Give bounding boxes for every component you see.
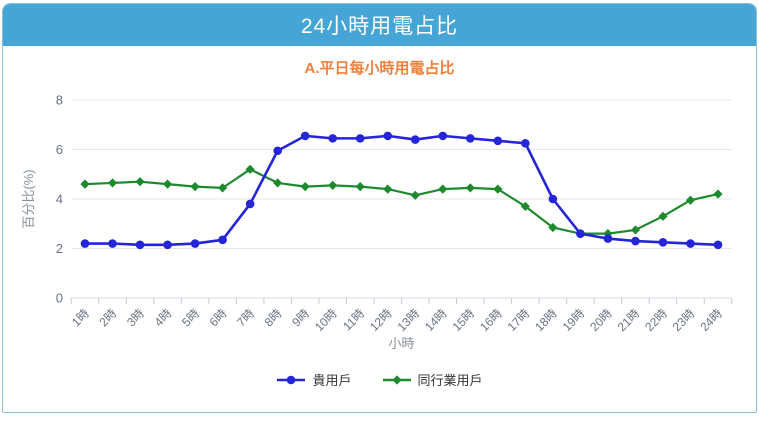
data-point: [576, 229, 585, 238]
legend-item-industry-user[interactable]: 同行業用戶: [382, 370, 483, 389]
page-title: 24小時用電占比: [300, 15, 459, 38]
legend-label: 同行業用戶: [417, 373, 483, 388]
data-point: [300, 182, 310, 192]
data-point: [355, 182, 365, 192]
data-point: [190, 239, 200, 248]
x-tick-label: 13時: [395, 306, 423, 334]
y-tick-label: 0: [56, 291, 63, 306]
data-point: [107, 178, 118, 188]
data-point: [713, 240, 723, 250]
y-tick-label: 2: [56, 241, 63, 256]
data-point: [135, 240, 145, 250]
x-tick-label: 4時: [152, 306, 175, 329]
x-tick-label: 3時: [124, 306, 147, 329]
x-tick-label: 21時: [615, 306, 643, 334]
data-point: [410, 190, 420, 200]
data-point: [108, 239, 117, 248]
x-tick-label: 5時: [179, 306, 202, 329]
data-point: [658, 238, 668, 247]
data-point: [355, 134, 365, 143]
y-tick-label: 8: [56, 93, 63, 108]
data-point: [162, 179, 173, 189]
x-tick-label: 12時: [367, 306, 395, 334]
data-point: [218, 183, 228, 193]
series-line-1: [84, 168, 719, 235]
x-axis-title: 小時: [388, 336, 414, 351]
x-tick-label: 1時: [69, 306, 92, 329]
y-axis-title: 百分比(%): [21, 169, 36, 228]
data-point: [520, 201, 530, 212]
y-tick-label: 6: [56, 142, 63, 157]
data-point: [300, 131, 310, 141]
x-tick-label: 2時: [97, 306, 120, 329]
data-point: [493, 136, 503, 146]
data-point: [631, 236, 640, 246]
data-point: [328, 180, 338, 190]
series-line-0: [85, 134, 719, 247]
data-point: [521, 139, 530, 148]
x-tick-label: 24時: [697, 306, 725, 334]
legend-marker-circle-icon: [277, 375, 306, 384]
data-point: [273, 146, 282, 156]
legend-label: 貴用戶: [312, 373, 352, 388]
chart-panel: 24小時用電占比 A.平日每小時用電占比 0 2 4 6 8 1時 2時 3時 4時 5時 6時 7時…: [2, 3, 757, 413]
x-tick-label: 6時: [207, 306, 230, 329]
data-point: [493, 184, 503, 194]
data-point: [548, 222, 558, 233]
data-point: [658, 211, 668, 221]
data-point: [190, 182, 200, 192]
x-tick-label: 10時: [312, 306, 340, 334]
x-tick-label: 19時: [560, 306, 588, 334]
x-tick-label: 20時: [587, 306, 615, 334]
data-point: [713, 189, 723, 199]
data-point: [80, 239, 90, 248]
x-tick-label: 16時: [477, 306, 505, 334]
data-point: [163, 240, 172, 250]
data-point: [245, 164, 255, 174]
chart-header: 24小時用電占比: [3, 4, 756, 46]
data-point: [383, 131, 393, 141]
x-tick-label: 23時: [670, 306, 698, 334]
data-point: [273, 178, 283, 188]
x-tick-label: 18時: [532, 306, 560, 334]
x-tick-label: 15時: [450, 306, 478, 334]
x-tick-label: 11時: [340, 306, 367, 333]
data-point: [603, 234, 613, 243]
x-tick-label: 17時: [505, 306, 533, 334]
x-tick-label: 14時: [422, 306, 450, 334]
chart-legend: 貴用戶 同行業用戶: [3, 370, 756, 389]
legend-marker-diamond-icon: [382, 374, 411, 385]
data-point: [135, 177, 145, 187]
y-tick-label: 4: [56, 192, 63, 207]
data-point: [685, 195, 696, 205]
x-tick-label: 9時: [289, 306, 312, 329]
data-point: [245, 199, 255, 209]
data-point: [630, 225, 641, 235]
x-tick-label: 7時: [234, 306, 257, 329]
data-point: [80, 179, 90, 189]
legend-item-primary-user[interactable]: 貴用戶: [276, 370, 352, 389]
data-point: [383, 184, 393, 194]
data-point: [465, 183, 475, 193]
data-point: [466, 134, 475, 143]
data-point: [438, 131, 448, 141]
x-tick-label: 8時: [262, 306, 285, 329]
chart-subtitle: A.平日每小時用電占比: [304, 60, 455, 77]
data-point: [438, 184, 448, 194]
data-point: [218, 235, 227, 245]
data-point: [548, 194, 558, 204]
data-point: [686, 239, 695, 248]
x-tick-label: 22時: [642, 306, 670, 334]
line-chart: 0 2 4 6 8 1時 2時 3時 4時 5時 6時 7時 8時 9時 10時 11時 12時 13時 14時 15…: [21, 93, 733, 351]
data-point: [410, 135, 420, 144]
data-point: [328, 134, 337, 143]
